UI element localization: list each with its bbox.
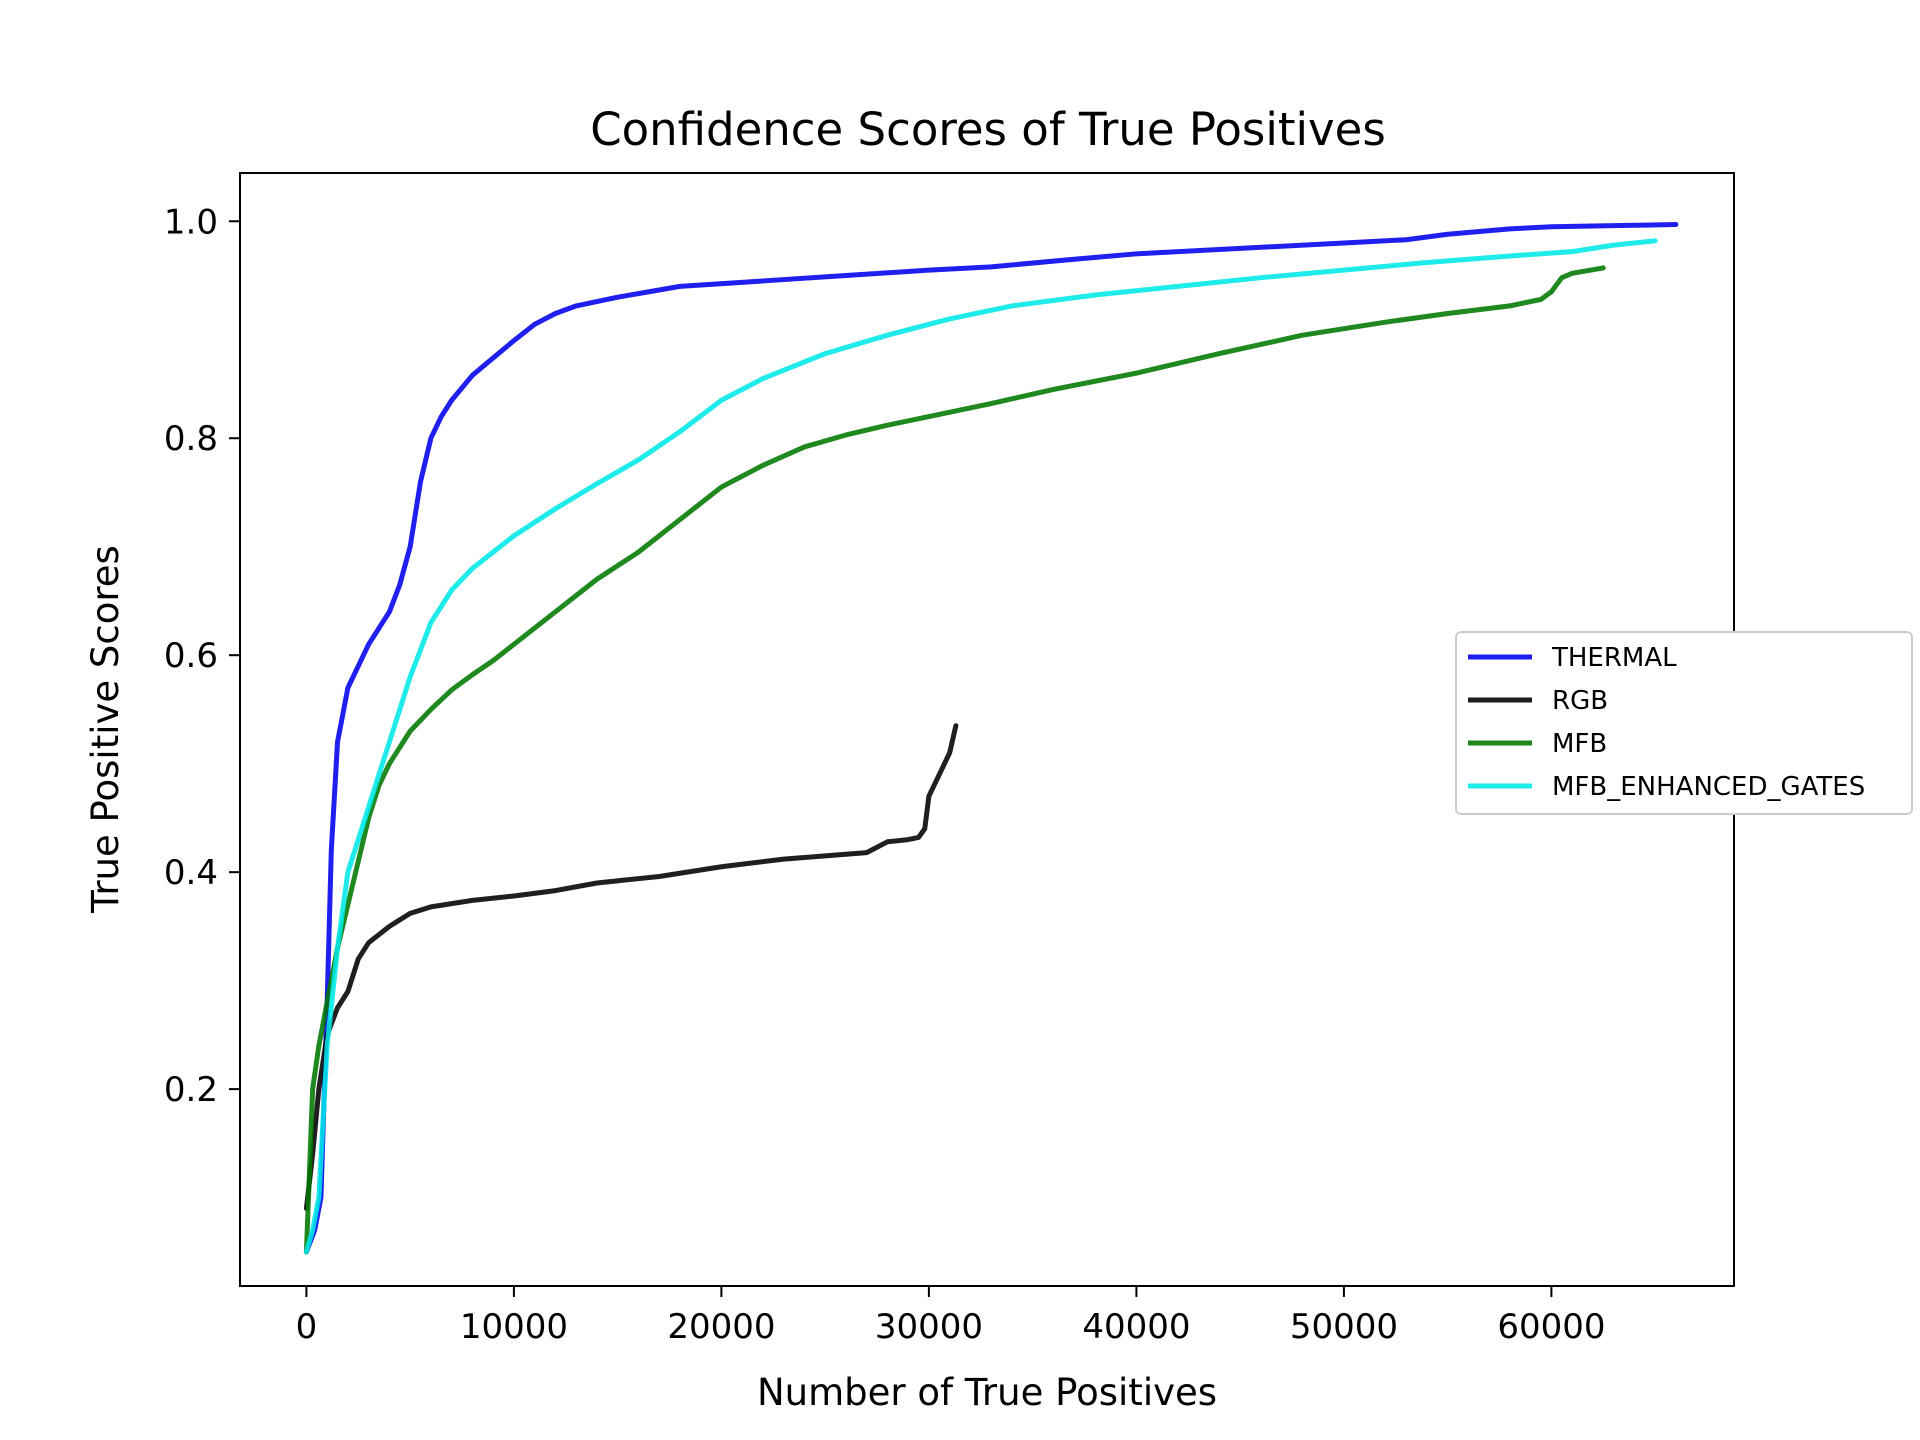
legend-label-mfb-enhanced-gates: MFB_ENHANCED_GATES bbox=[1552, 772, 1865, 802]
y-tick-label: 1.0 bbox=[164, 202, 218, 242]
x-tick-label: 40000 bbox=[1082, 1307, 1190, 1347]
y-tick-label: 0.6 bbox=[164, 636, 218, 676]
x-tick-label: 50000 bbox=[1290, 1307, 1398, 1347]
x-tick-label: 0 bbox=[296, 1307, 318, 1347]
series-line-mfb-enhanced-gates bbox=[303, 238, 1658, 1255]
x-tick-label: 30000 bbox=[875, 1307, 983, 1347]
y-axis-ticks: 0.2 0.4 0.6 0.8 1.0 bbox=[164, 202, 240, 1110]
series-line-rgb bbox=[303, 723, 959, 1211]
legend-label-thermal: THERMAL bbox=[1551, 643, 1677, 673]
legend-label-rgb: RGB bbox=[1552, 686, 1608, 716]
legend-label-mfb: MFB bbox=[1552, 729, 1607, 759]
y-axis-title: True Positive Scores bbox=[84, 545, 127, 914]
x-tick-label: 60000 bbox=[1497, 1307, 1605, 1347]
legend-box bbox=[1455, 631, 1913, 815]
y-tick-label: 0.8 bbox=[164, 419, 218, 459]
legend-items: THERMAL RGB MFB MFB_ENHANCED_GATES bbox=[1468, 643, 1865, 802]
series-layer bbox=[303, 222, 1679, 1255]
chart-title: Confidence Scores of True Positives bbox=[590, 103, 1386, 156]
legend: THERMAL RGB MFB MFB_ENHANCED_GATES bbox=[1455, 631, 1913, 815]
y-tick-label: 0.2 bbox=[164, 1070, 218, 1110]
x-tick-label: 10000 bbox=[460, 1307, 568, 1347]
series-line-mfb bbox=[303, 265, 1606, 1255]
x-axis-title: Number of True Positives bbox=[757, 1371, 1217, 1414]
y-tick-label: 0.4 bbox=[164, 853, 218, 893]
x-tick-label: 20000 bbox=[667, 1307, 775, 1347]
series-line-thermal bbox=[303, 222, 1679, 1255]
x-axis-ticks: 0 10000 20000 30000 40000 50000 60000 bbox=[296, 1286, 1605, 1347]
